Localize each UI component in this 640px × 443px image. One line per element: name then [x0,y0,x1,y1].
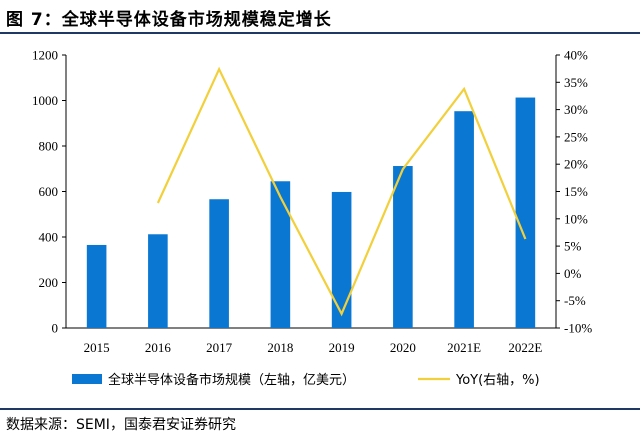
bar [393,166,413,328]
right-tick-label: 35% [564,75,588,90]
x-tick-label: 2015 [84,340,110,355]
right-tick-label: 40% [564,48,588,63]
right-tick-label: 30% [564,102,588,117]
data-source: 数据来源：SEMI，国泰君安证券研究 [6,417,236,433]
figure-title: 图 7：全球半导体设备市场规模稳定增长 [6,10,332,30]
bar [331,191,352,328]
right-tick-label: -10% [564,321,592,336]
x-tick-label: 2019 [329,340,355,355]
bar [148,234,168,328]
legend-bar-label: 全球半导体设备市场规模（左轴，亿美元） [108,372,355,388]
title-rule [0,32,640,34]
left-tick-label: 600 [39,184,59,199]
right-tick-label: 25% [564,129,588,144]
left-tick-label: 400 [39,230,59,245]
legend-line-label: YoY(右轴，%) [455,373,540,388]
x-tick-label: 2021E [447,340,481,355]
x-tick-label: 2022E [508,340,542,355]
left-tick-label: 1000 [32,93,58,108]
x-tick-label: 2016 [145,340,172,355]
left-tick-label: 1200 [32,48,58,63]
right-tick-label: -5% [564,293,586,308]
x-tick-label: 2017 [206,340,233,355]
right-tick-label: 10% [564,211,588,226]
x-tick-label: 2020 [390,340,416,355]
yoy-line [156,66,527,317]
left-tick-label: 800 [39,139,59,154]
right-tick-label: 15% [564,184,588,199]
bar [454,111,474,328]
left-tick-label: 200 [39,275,59,290]
right-tick-label: 5% [564,239,582,254]
bar [86,244,107,328]
right-tick-label: 20% [564,157,588,172]
legend-bar-swatch [72,374,102,384]
x-tick-label: 2018 [267,340,293,355]
left-tick-label: 0 [52,321,59,336]
bar [515,97,536,328]
bar [209,199,229,328]
right-tick-label: 0% [564,266,582,281]
bar [270,181,291,328]
source-rule [0,408,640,410]
